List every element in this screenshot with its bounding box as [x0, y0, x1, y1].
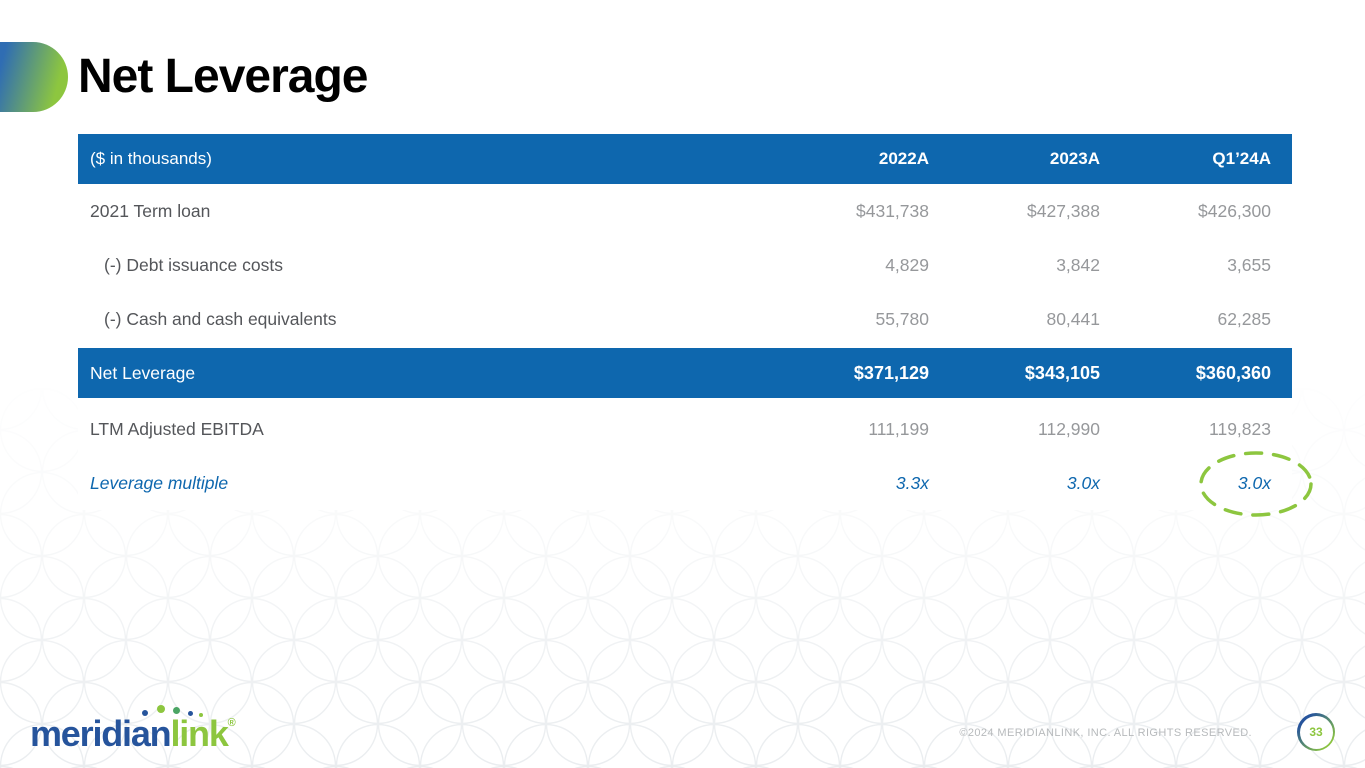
table-row-cash-and-cash-equivalents: (-) Cash and cash equivalents 55,780 80,44…	[78, 292, 1292, 346]
row-label: (-) Debt issuance costs	[104, 254, 283, 275]
row-value: 3.0x	[1066, 472, 1100, 493]
row-label: 2021 Term loan	[90, 200, 211, 221]
row-value: 3.0x	[1237, 472, 1271, 493]
title-bar: Net Leverage	[0, 42, 368, 112]
table-header-row: ($ in thousands) 2022A 2023A Q1’24A	[78, 134, 1292, 184]
copyright-text: ©2024 MERIDIANLINK, INC. ALL RIGHTS RESE…	[959, 727, 1252, 739]
logo-text-meridian: meridian	[30, 713, 172, 754]
row-value: 112,990	[1038, 418, 1100, 439]
logo-dot-icon	[142, 710, 148, 716]
column-header-2023a: 2023A	[1049, 149, 1100, 168]
logo-dot-icon	[157, 705, 165, 713]
logo-text: meridianlink®	[30, 704, 236, 752]
table-row-debt-issuance-costs: (-) Debt issuance costs 4,829 3,842 3,655	[78, 238, 1292, 292]
page-title: Net Leverage	[78, 50, 368, 103]
meridianlink-logo: meridianlink®	[30, 704, 236, 752]
column-header-2022a: 2022A	[878, 149, 929, 168]
row-label: LTM Adjusted EBITDA	[90, 418, 264, 439]
table-row-net-leverage: Net Leverage $371,129 $343,105 $360,360	[78, 348, 1292, 398]
logo-text-link: link	[170, 713, 228, 754]
row-label: (-) Cash and cash equivalents	[104, 308, 337, 329]
table-unit-label: ($ in thousands)	[90, 149, 212, 168]
row-value: $427,388	[1027, 200, 1100, 221]
page-number: 33	[1299, 715, 1333, 749]
table-row-2021-term-loan: 2021 Term loan $431,738 $427,388 $426,300	[78, 184, 1292, 238]
row-value: $360,360	[1195, 362, 1271, 383]
row-value: 3,655	[1227, 254, 1271, 275]
row-value: 55,780	[875, 308, 929, 329]
row-value: 111,199	[868, 418, 929, 439]
logo-dot-icon	[199, 713, 203, 717]
row-value: $343,105	[1024, 362, 1100, 383]
row-value: 62,285	[1217, 308, 1271, 329]
table-row-leverage-multiple: Leverage multiple 3.3x 3.0x 3.0x	[78, 456, 1292, 510]
table-row-ltm-adjusted-ebitda: LTM Adjusted EBITDA 111,199 112,990 119,823	[78, 402, 1292, 456]
row-label: Leverage multiple	[90, 472, 229, 493]
row-value: $371,129	[853, 362, 929, 383]
title-accent-shape	[0, 42, 68, 112]
row-value: 119,823	[1209, 418, 1271, 439]
row-value: 80,441	[1046, 308, 1100, 329]
row-value: 3.3x	[895, 472, 929, 493]
page-number-badge: 33	[1297, 713, 1335, 751]
net-leverage-table: ($ in thousands) 2022A 2023A Q1’24A 2021…	[78, 134, 1292, 510]
row-value: $431,738	[856, 200, 929, 221]
column-header-q124a: Q1’24A	[1212, 149, 1271, 168]
registered-trademark-icon: ®	[227, 717, 236, 729]
row-value: $426,300	[1198, 200, 1271, 221]
row-label: Net Leverage	[90, 362, 196, 383]
row-value: 3,842	[1056, 254, 1100, 275]
row-value: 4,829	[885, 254, 929, 275]
logo-dot-icon	[173, 707, 180, 714]
logo-dot-icon	[188, 711, 193, 716]
table-body: 2021 Term loan $431,738 $427,388 $426,300 (-…	[78, 184, 1292, 510]
